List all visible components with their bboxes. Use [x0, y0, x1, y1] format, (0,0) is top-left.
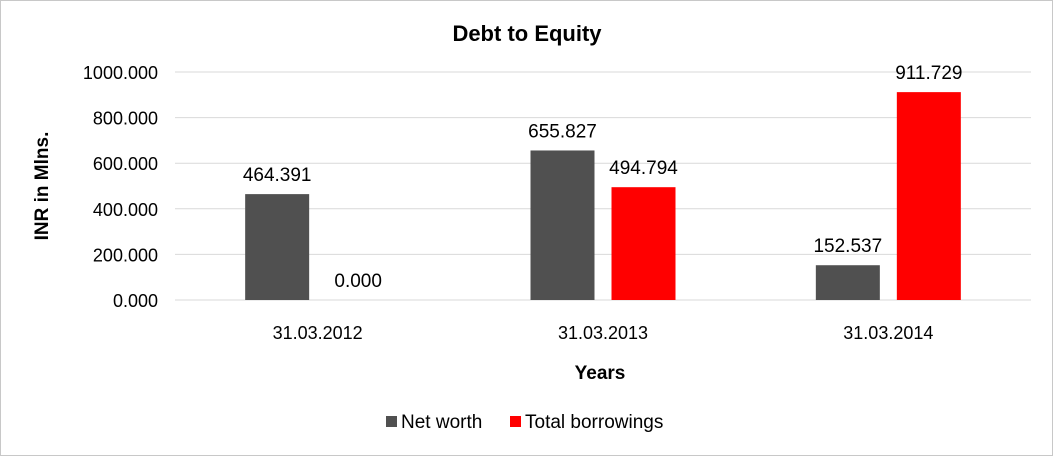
data-label: 0.000: [334, 271, 382, 292]
y-tick-label: 800.000: [93, 109, 158, 129]
legend-label: Total borrowings: [525, 412, 663, 433]
data-label: 152.537: [813, 236, 882, 257]
bar-net-worth: [245, 194, 310, 300]
chart-title: Debt to Equity: [452, 21, 602, 46]
y-axis-title: INR in Mlns.: [32, 132, 53, 241]
x-tick-label: 31.03.2013: [558, 323, 648, 343]
legend-swatch: [386, 416, 397, 427]
bar-total-borrowings: [611, 187, 676, 300]
y-tick-label: 200.000: [93, 245, 158, 265]
x-axis-ticks: 31.03.2012 31.03.2013 31.03.2014: [273, 323, 934, 343]
y-tick-label: 400.000: [93, 200, 158, 220]
y-tick-label: 1000.000: [83, 63, 158, 83]
bar-net-worth: [530, 150, 595, 300]
bar-net-worth: [815, 265, 880, 300]
data-label: 494.794: [609, 158, 678, 179]
legend-label: Net worth: [401, 412, 482, 433]
y-tick-label: 0.000: [113, 291, 158, 311]
bars: [245, 92, 961, 300]
legend-swatch: [510, 416, 521, 427]
data-labels: 464.391 0.000 655.827 494.794 152.537 911.729: [243, 63, 963, 292]
x-tick-label: 31.03.2012: [273, 323, 363, 343]
y-tick-label: 600.000: [93, 154, 158, 174]
y-axis-ticks: 0.000 200.000 400.000 600.000 800.000 1000.00…: [83, 63, 158, 311]
x-axis-title: Years: [575, 363, 626, 384]
legend: Net worth Total borrowings: [386, 412, 663, 433]
data-label: 464.391: [243, 165, 312, 186]
data-label: 655.827: [528, 121, 597, 142]
data-label: 911.729: [895, 63, 962, 84]
x-tick-label: 31.03.2014: [843, 323, 933, 343]
bar-total-borrowings: [896, 92, 961, 300]
gridlines: [175, 71, 1031, 301]
